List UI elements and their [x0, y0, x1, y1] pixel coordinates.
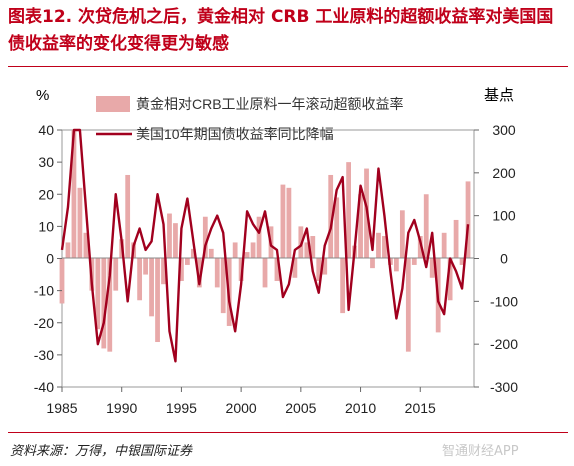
- bar: [143, 258, 148, 275]
- legend-bar-swatch: [96, 96, 130, 112]
- bar: [310, 236, 316, 259]
- bar: [202, 216, 208, 259]
- bar: [250, 242, 256, 259]
- bar: [262, 258, 268, 288]
- bar: [316, 258, 322, 281]
- right-tick-label: 200: [492, 165, 516, 181]
- bar: [196, 258, 202, 288]
- legend-line-label: 美国10年期国债收益率同比降幅: [136, 126, 334, 142]
- left-tick-label: -10: [34, 283, 54, 299]
- left-tick-label: 0: [46, 251, 54, 267]
- right-tick-label: -200: [490, 336, 518, 352]
- bar: [179, 258, 184, 281]
- bar: [95, 258, 101, 330]
- line-series: [60, 128, 470, 363]
- bar: [304, 242, 310, 259]
- bar: [286, 187, 292, 259]
- left-tick-label: 40: [38, 122, 54, 138]
- left-tick-label: -20: [34, 315, 54, 331]
- bar: [59, 258, 65, 304]
- bar: [71, 130, 77, 259]
- bar: [441, 232, 447, 259]
- bar: [232, 242, 238, 259]
- source-divider: [8, 432, 568, 433]
- bar: [429, 258, 435, 278]
- bar: [208, 248, 214, 259]
- left-tick-label: -40: [34, 379, 54, 395]
- right-axis: 300 200 100 0 -100 -200 -300: [474, 122, 518, 395]
- bar: [393, 258, 399, 272]
- bar: [65, 242, 71, 259]
- x-tick-label: 2015: [405, 400, 436, 416]
- bar: [137, 258, 143, 301]
- bar: [256, 216, 262, 259]
- bar: [322, 258, 328, 275]
- source-note: 资料来源：万得，中银国际证券: [10, 444, 193, 459]
- bar: [161, 258, 166, 285]
- bar: [459, 258, 465, 265]
- bar: [453, 219, 459, 259]
- bar: [244, 252, 250, 259]
- title-divider: [8, 66, 568, 67]
- left-tick-label: -30: [34, 347, 54, 363]
- x-tick-label: 1985: [46, 400, 77, 416]
- left-tick-label: 10: [38, 218, 54, 234]
- legend-bar-label: 黄金相对CRB工业原料一年滚动超额收益率: [136, 96, 404, 112]
- bar: [101, 258, 107, 349]
- bar: [334, 197, 340, 259]
- bar: [125, 174, 131, 259]
- bar: [185, 258, 190, 265]
- bar: [465, 181, 471, 259]
- left-unit-label: %: [36, 87, 49, 104]
- chart-title: 图表12. 次贷危机之后，黄金相对 CRB 工业原料的超额收益率对美国国债收益率…: [8, 7, 554, 54]
- bar: [274, 258, 280, 281]
- bar: [376, 232, 381, 259]
- x-tick-label: 2005: [285, 400, 316, 416]
- bar: [346, 162, 351, 259]
- bar: [77, 187, 83, 259]
- watermark: 智通财经APP: [442, 444, 519, 459]
- right-unit-label: 基点: [484, 87, 514, 104]
- bar: [447, 258, 453, 301]
- bar: [411, 258, 417, 265]
- bar: [220, 258, 226, 314]
- bar: [280, 184, 286, 259]
- bar: [340, 258, 346, 314]
- left-tick-label: 30: [38, 154, 54, 170]
- right-tick-label: -300: [490, 379, 518, 395]
- bar: [328, 174, 334, 259]
- bar: [83, 232, 89, 259]
- right-tick-label: 300: [492, 122, 516, 138]
- x-tick-label: 2010: [345, 400, 376, 416]
- right-tick-label: -100: [490, 293, 518, 309]
- bar: [382, 236, 387, 259]
- bar-series: [59, 130, 471, 352]
- bar: [155, 258, 160, 343]
- bar: [167, 213, 172, 259]
- bar: [399, 210, 405, 259]
- x-axis: 1985 1990 1995 2000 2005 2010 2015: [46, 387, 436, 416]
- x-tick-label: 1990: [106, 400, 137, 416]
- x-tick-label: 2000: [226, 400, 257, 416]
- bar: [173, 223, 178, 259]
- bar: [113, 258, 119, 291]
- right-tick-label: 100: [492, 208, 516, 224]
- left-axis: 40 30 20 10 0 -10 -20 -30 -40: [34, 122, 62, 395]
- bar: [149, 258, 154, 317]
- bar: [358, 194, 363, 259]
- bar: [292, 258, 298, 278]
- x-tick-label: 1995: [166, 400, 197, 416]
- bar: [405, 258, 411, 352]
- bar: [107, 258, 113, 352]
- bar: [370, 258, 375, 269]
- bar: [190, 248, 196, 259]
- right-tick-label: 0: [500, 251, 508, 267]
- bar: [214, 258, 220, 288]
- bar: [423, 194, 429, 259]
- left-tick-label: 20: [38, 186, 54, 202]
- bar: [417, 236, 423, 259]
